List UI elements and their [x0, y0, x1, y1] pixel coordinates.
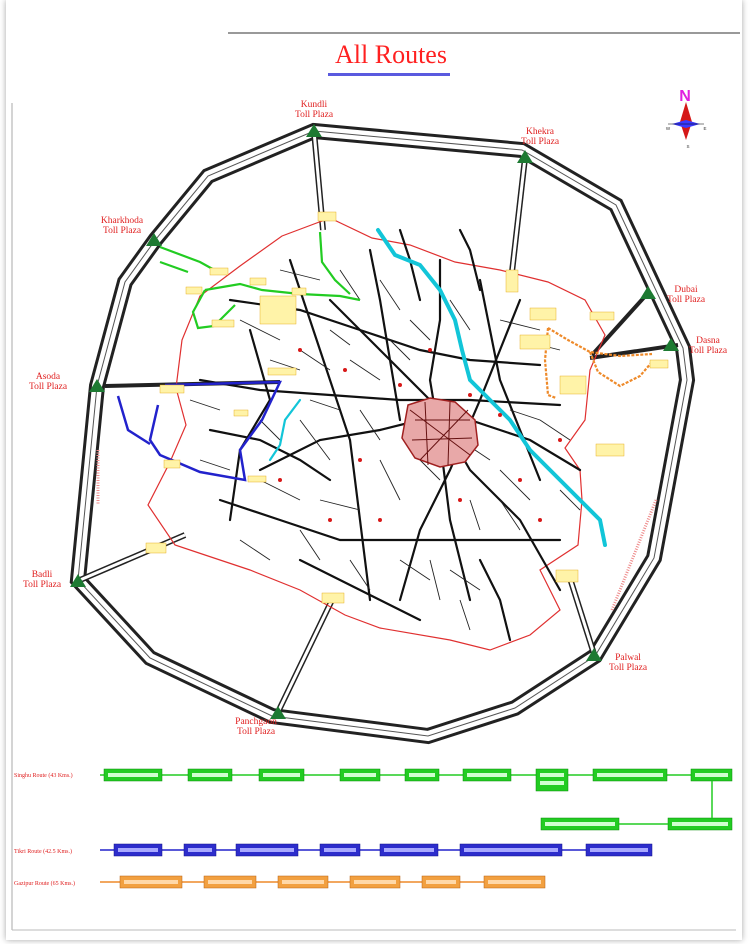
toll-suffix-kundli: Toll Plaza: [295, 110, 334, 120]
station-labels: [145, 211, 669, 604]
toll-name-dasna: Dasna: [696, 336, 721, 346]
toll-name-asoda: Asoda: [36, 372, 61, 382]
legend-gazipur-label: Gazipur Route (65 Kms.): [14, 880, 75, 887]
title-underline: [328, 73, 450, 76]
legend-tikri-route: Tikri Route (42.5 Kms.): [14, 843, 653, 857]
toll-suffix-asoda: Toll Plaza: [29, 382, 68, 392]
toll-marker-khekra: [517, 150, 533, 163]
central-zone-streets: [409, 401, 473, 466]
toll-suffix-palwal: Toll Plaza: [609, 663, 648, 673]
toll-suffix-khekra: Toll Plaza: [521, 137, 560, 147]
toll-marker-dubai: [640, 286, 656, 299]
junction-markers: [278, 348, 562, 522]
city-boundary: [147, 217, 606, 651]
toll-marker-asoda: [89, 379, 105, 392]
singhu-route-path: [159, 231, 361, 330]
compass-west: W: [666, 126, 671, 131]
toll-name-panchgaon: Panchgaon: [235, 717, 277, 727]
toll-plaza-markers: [70, 124, 679, 719]
toll-suffix-dubai: Toll Plaza: [667, 295, 706, 305]
toll-name-kundli: Kundli: [301, 100, 328, 110]
legend-singhu-route: Singhu Route (43 Kms.): [14, 768, 733, 831]
toll-plaza-labels: Kundli Toll Plaza Khekra Toll Plaza Khar…: [23, 100, 728, 737]
ring-road: [69, 122, 696, 745]
toll-suffix-badli: Toll Plaza: [23, 580, 62, 590]
toll-marker-kundli: [306, 124, 322, 137]
toll-marker-badli: [70, 574, 86, 587]
tikri-route-path: [116, 380, 283, 482]
legend-singhu-label: Singhu Route (43 Kms.): [14, 772, 73, 779]
toll-name-badli: Badli: [32, 570, 53, 580]
toll-name-dubai: Dubai: [674, 285, 698, 295]
map-sheet: All Routes: [6, 0, 742, 940]
toll-name-kharkhoda: Kharkhoda: [101, 216, 144, 226]
toll-suffix-dasna: Toll Plaza: [689, 346, 728, 356]
toll-name-khekra: Khekra: [526, 127, 555, 137]
toll-suffix-kharkhoda: Toll Plaza: [103, 226, 142, 236]
compass-east: E: [703, 126, 706, 131]
toll-marker-palwal: [586, 648, 602, 661]
compass-north: N: [679, 88, 691, 105]
toll-marker-dasna: [663, 338, 679, 351]
rivers: [268, 228, 607, 547]
toll-suffix-panchgaon: Toll Plaza: [237, 727, 276, 737]
toll-name-palwal: Palwal: [615, 653, 641, 663]
toll-marker-kharkhoda: [146, 233, 162, 246]
compass-rose: N W E S: [666, 88, 707, 149]
map-title: All Routes: [335, 40, 447, 69]
compass-south: S: [686, 144, 689, 149]
legend-tikri-label: Tikri Route (42.5 Kms.): [14, 848, 72, 855]
street-network: [198, 228, 582, 642]
toll-marker-panchgaon: [270, 706, 286, 719]
legend-gazipur-route: Gazipur Route (65 Kms.): [14, 875, 546, 889]
side-boundary-labels: [96, 450, 658, 611]
